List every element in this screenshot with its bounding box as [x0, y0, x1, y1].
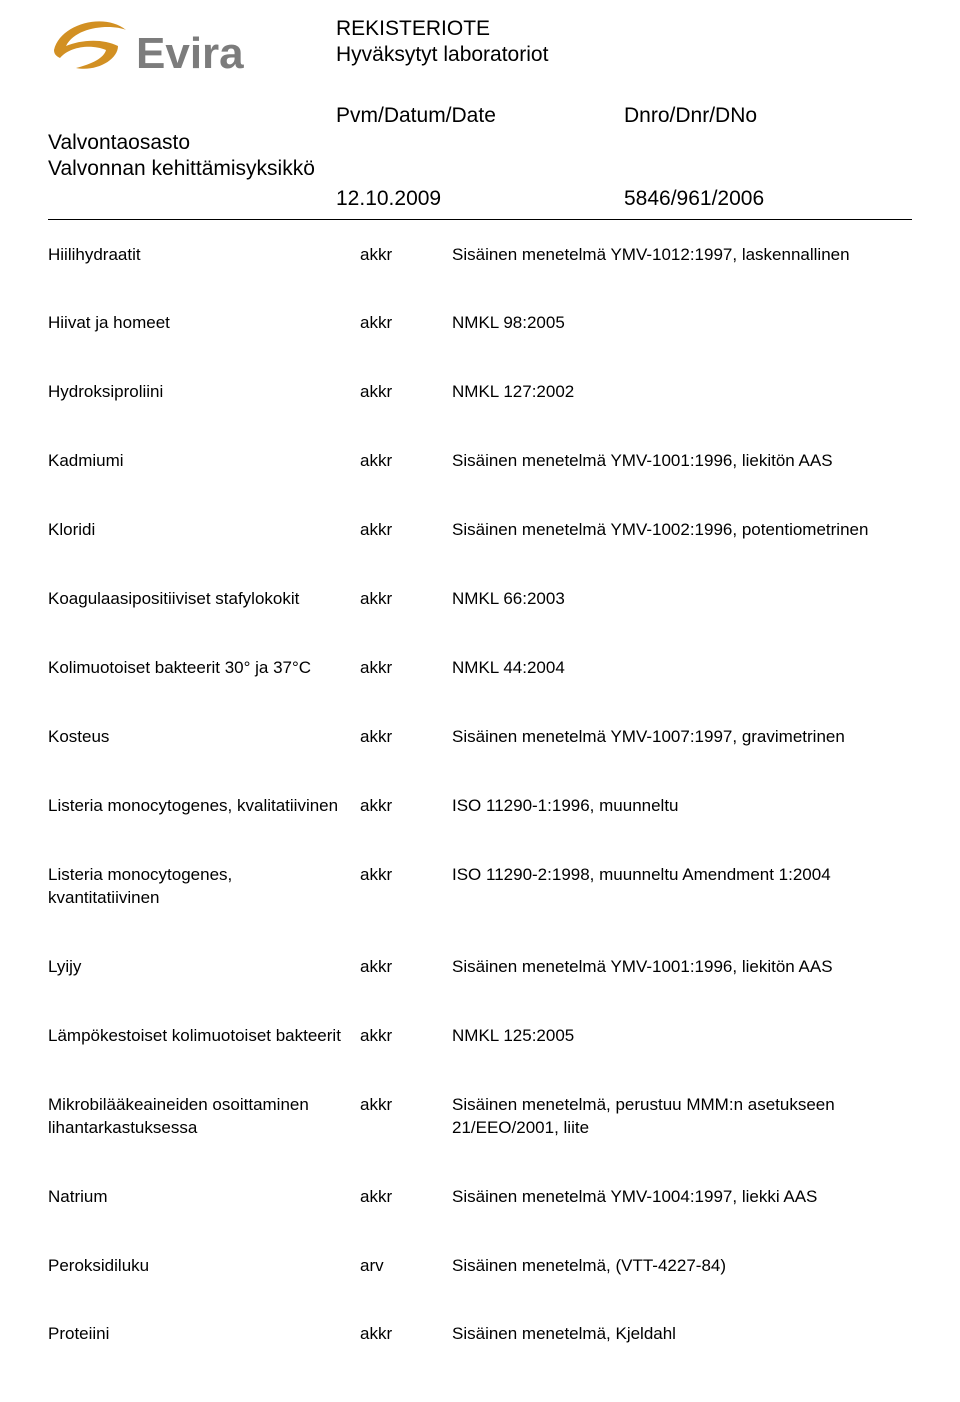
entry-row: Kosteus akkr Sisäinen menetelmä YMV-1007:1…	[48, 726, 912, 749]
entry-param: Listeria monocytogenes, kvantitatiivinen	[48, 864, 348, 910]
entry-method: NMKL 66:2003	[452, 588, 912, 611]
entry-status: arv	[360, 1255, 440, 1278]
entry-param: Koagulaasipositiiviset stafylokokit	[48, 588, 348, 611]
entry-param: Kolimuotoiset bakteerit 30° ja 37°C	[48, 657, 348, 680]
entry-row: Hiivat ja homeet akkr NMKL 98:2005	[48, 312, 912, 335]
date-label: Pvm/Datum/Date	[336, 104, 624, 128]
entry-row: Natrium akkr Sisäinen menetelmä YMV-1004:1…	[48, 1186, 912, 1209]
date-label-row: Pvm/Datum/Date Dnro/Dnr/DNo	[336, 94, 912, 128]
dnro-label: Dnro/Dnr/DNo	[624, 104, 912, 128]
entry-param: Hiivat ja homeet	[48, 312, 348, 335]
department-block: Valvontaosasto Valvonnan kehittämisyksik…	[48, 94, 328, 183]
entry-status: akkr	[360, 588, 440, 611]
header-titles: REKISTERIOTE Hyväksytyt laboratoriot	[336, 16, 912, 69]
entry-param: Hiilihydraatit	[48, 244, 348, 267]
entry-param: Listeria monocytogenes, kvalitatiivinen	[48, 795, 348, 818]
entry-row: Mikrobilääkeaineiden osoittaminen lihant…	[48, 1094, 912, 1140]
entry-param: Proteiini	[48, 1323, 348, 1346]
entry-param: Kloridi	[48, 519, 348, 542]
entry-method: Sisäinen menetelmä, Kjeldahl	[452, 1323, 912, 1346]
entry-status: akkr	[360, 956, 440, 979]
entry-row: Lämpökestoiset kolimuotoiset bakteerit ak…	[48, 1025, 912, 1048]
entry-status: akkr	[360, 312, 440, 335]
entry-row: Proteiini akkr Sisäinen menetelmä, Kjeldah…	[48, 1323, 912, 1346]
entries-list: Hiilihydraatit akkr Sisäinen menetelmä YMV…	[48, 244, 912, 1347]
header-separator	[48, 219, 912, 220]
entry-row: Koagulaasipositiiviset stafylokokit akkr N…	[48, 588, 912, 611]
entry-status: akkr	[360, 519, 440, 542]
entry-param: Kadmiumi	[48, 450, 348, 473]
entry-method: Sisäinen menetelmä YMV-1001:1996, liekit…	[452, 956, 912, 979]
entry-status: akkr	[360, 1186, 440, 1209]
entry-param: Lyijy	[48, 956, 348, 979]
title-line-1: REKISTERIOTE	[336, 16, 912, 42]
entry-row: Kloridi akkr Sisäinen menetelmä YMV-1002:1…	[48, 519, 912, 542]
entry-param: Hydroksiproliini	[48, 381, 348, 404]
entry-method: Sisäinen menetelmä YMV-1012:1997, lasken…	[452, 244, 912, 267]
entry-method: NMKL 127:2002	[452, 381, 912, 404]
entry-status: akkr	[360, 795, 440, 818]
title-line-2: Hyväksytyt laboratoriot	[336, 42, 912, 68]
entry-method: NMKL 98:2005	[452, 312, 912, 335]
dept-line-1: Valvontaosasto	[48, 130, 328, 156]
entry-row: Lyijy akkr Sisäinen menetelmä YMV-1001:199…	[48, 956, 912, 979]
entry-status: akkr	[360, 381, 440, 404]
logo-text: Evira	[136, 29, 244, 78]
evira-logo-icon: Evira	[48, 16, 288, 94]
entry-method: Sisäinen menetelmä YMV-1007:1997, gravim…	[452, 726, 912, 749]
entry-method: NMKL 125:2005	[452, 1025, 912, 1048]
entry-status: akkr	[360, 657, 440, 680]
entry-method: ISO 11290-1:1996, muunneltu	[452, 795, 912, 818]
entry-status: akkr	[360, 1323, 440, 1346]
entry-row: Listeria monocytogenes, kvantitatiivinen…	[48, 864, 912, 910]
entry-method: Sisäinen menetelmä YMV-1002:1996, potent…	[452, 519, 912, 542]
entry-row: Listeria monocytogenes, kvalitatiivinen a…	[48, 795, 912, 818]
entry-row: Kadmiumi akkr Sisäinen menetelmä YMV-1001:…	[48, 450, 912, 473]
entry-method: ISO 11290-2:1998, muunneltu Amendment 1:…	[452, 864, 912, 910]
date-value: 12.10.2009	[336, 187, 624, 211]
entry-row: Hiilihydraatit akkr Sisäinen menetelmä YMV…	[48, 244, 912, 267]
entry-param: Natrium	[48, 1186, 348, 1209]
entry-method: Sisäinen menetelmä, (VTT-4227-84)	[452, 1255, 912, 1278]
entry-method: NMKL 44:2004	[452, 657, 912, 680]
entry-status: akkr	[360, 1094, 440, 1140]
dnro-value: 5846/961/2006	[624, 187, 912, 211]
entry-status: akkr	[360, 244, 440, 267]
entry-param: Lämpökestoiset kolimuotoiset bakteerit	[48, 1025, 348, 1048]
entry-row: Hydroksiproliini akkr NMKL 127:2002	[48, 381, 912, 404]
entry-row: Peroksidiluku arv Sisäinen menetelmä, (VTT…	[48, 1255, 912, 1278]
entry-method: Sisäinen menetelmä, perustuu MMM:n asetu…	[452, 1094, 912, 1140]
entry-method: Sisäinen menetelmä YMV-1001:1996, liekit…	[452, 450, 912, 473]
entry-status: akkr	[360, 1025, 440, 1048]
date-value-row: 12.10.2009 5846/961/2006	[336, 183, 912, 211]
entry-row: Kolimuotoiset bakteerit 30° ja 37°C akkr N…	[48, 657, 912, 680]
entry-status: akkr	[360, 864, 440, 910]
entry-status: akkr	[360, 726, 440, 749]
entry-status: akkr	[360, 450, 440, 473]
dept-line-2: Valvonnan kehittämisyksikkö	[48, 156, 328, 182]
entry-method: Sisäinen menetelmä YMV-1004:1997, liekki…	[452, 1186, 912, 1209]
document-header: Evira REKISTERIOTE Hyväksytyt laboratori…	[48, 16, 912, 211]
entry-param: Peroksidiluku	[48, 1255, 348, 1278]
logo: Evira	[48, 16, 328, 94]
entry-param: Kosteus	[48, 726, 348, 749]
entry-param: Mikrobilääkeaineiden osoittaminen lihant…	[48, 1094, 348, 1140]
